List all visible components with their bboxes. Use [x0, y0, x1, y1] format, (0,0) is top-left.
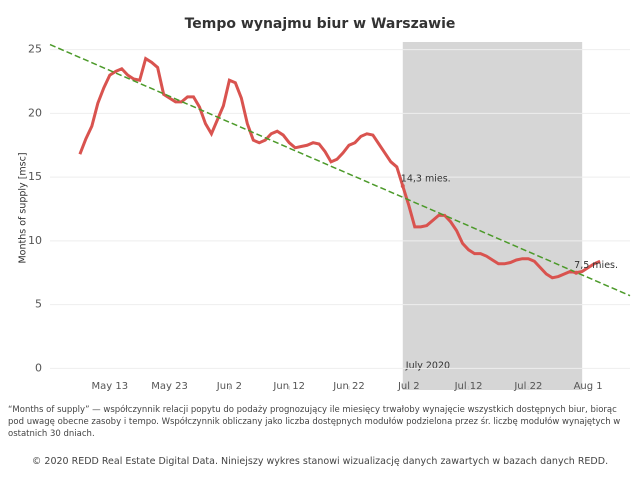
annotation-label: 7,5 mies. [574, 260, 618, 271]
y-tick-label: 5 [35, 298, 42, 311]
x-tick-label: Jun 22 [332, 381, 365, 392]
chart: Tempo wynajmu biur w Warszawie Months of… [18, 16, 631, 392]
data-line [78, 56, 601, 280]
note: “Months of supply” — współczynnik relacj… [8, 405, 621, 439]
y-tick-label: 10 [28, 234, 42, 247]
y-tick-label: 25 [28, 43, 42, 56]
trend-line [49, 43, 631, 297]
y-tick-label: 0 [35, 361, 42, 374]
x-tick-label: May 13 [92, 381, 129, 392]
x-tick-label: Jun 12 [272, 381, 305, 392]
chart-title: Tempo wynajmu biur w Warszawie [185, 16, 456, 32]
highlight-band [402, 42, 583, 390]
x-tick-label: May 23 [151, 381, 188, 392]
x-tick-label: Jul 2 [397, 381, 420, 392]
y-axis-label: Months of supply [msc] [18, 152, 29, 263]
x-tick-label: Jul 12 [454, 381, 483, 392]
highlight-label: July 2020 [405, 361, 450, 372]
y-tick-label: 15 [28, 170, 42, 183]
annotation-point [400, 184, 405, 189]
annotation-point [574, 270, 579, 275]
x-tick-label: Aug 1 [574, 381, 603, 392]
y-tick-label: 20 [28, 106, 42, 119]
footer: © 2020 REDD Real Estate Digital Data. Ni… [31, 456, 609, 467]
x-tick-label: Jul 22 [513, 381, 542, 392]
x-tick-label: Jun 2 [216, 381, 242, 392]
annotation-label: 14,3 mies. [401, 174, 451, 185]
